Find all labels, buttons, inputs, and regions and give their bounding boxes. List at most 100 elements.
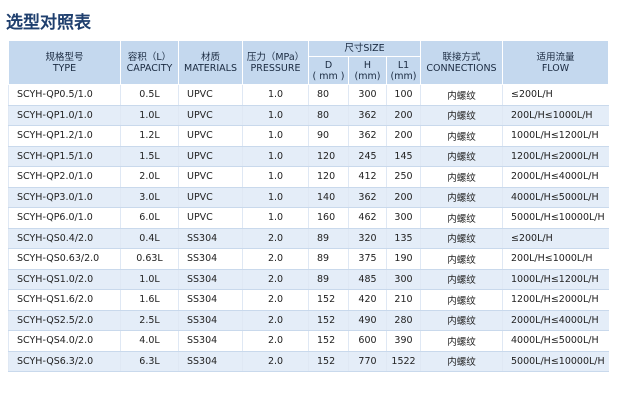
table-cell: UPVC bbox=[178, 187, 243, 208]
header-cell: 联接方式 CONNECTIONS bbox=[420, 40, 503, 85]
table-cell: 内螺纹 bbox=[420, 351, 503, 372]
table-cell: 0.63L bbox=[120, 248, 179, 270]
table-cell: 200 bbox=[386, 105, 421, 126]
table-cell: SCYH-QP0.5/1.0 bbox=[8, 84, 121, 106]
table-cell: 2.0 bbox=[242, 310, 309, 331]
table-cell: SCYH-QP1.0/1.0 bbox=[8, 105, 121, 126]
table-cell: SS304 bbox=[178, 228, 243, 249]
table-row: SCYH-QP1.5/1.0 1.5L UPVC 1.0 120 245 145 内螺纹 120… bbox=[8, 146, 609, 167]
table-cell: 内螺纹 bbox=[420, 248, 503, 270]
table-cell: 2.0 bbox=[242, 248, 309, 270]
header-en: (mm) bbox=[390, 70, 417, 82]
table-cell: UPVC bbox=[178, 207, 243, 229]
table-row: SCYH-QS6.3/2.0 6.3L SS304 2.0 152 770 1522 内螺纹 5… bbox=[8, 351, 609, 372]
header-cn: H bbox=[363, 59, 372, 71]
table-cell: 内螺纹 bbox=[420, 330, 503, 352]
table-cell: SCYH-QS0.4/2.0 bbox=[8, 228, 121, 249]
table-cell: 375 bbox=[348, 248, 387, 270]
table-cell: 1200L/H≤2000L/H bbox=[502, 146, 609, 167]
table-cell: 462 bbox=[348, 207, 387, 229]
table-cell: 6.3L bbox=[120, 351, 179, 372]
table-cell: UPVC bbox=[178, 84, 243, 106]
table-row: SCYH-QS2.5/2.0 2.5L SS304 2.0 152 490 280 内螺纹 20… bbox=[8, 310, 609, 331]
table-cell: SCYH-QP1.5/1.0 bbox=[8, 146, 121, 167]
table-cell: 152 bbox=[308, 330, 349, 352]
table-cell: 200 bbox=[386, 125, 421, 147]
table-cell: ≤200L/H bbox=[502, 84, 609, 106]
table-cell: 1.0 bbox=[242, 146, 309, 167]
table-cell: 190 bbox=[386, 248, 421, 270]
table-cell: 1.0 bbox=[242, 207, 309, 229]
header-en: FLOW bbox=[541, 62, 570, 74]
header-cn: 适用流量 bbox=[536, 51, 575, 63]
spec-table: 规格型号 TYPE 容积（L） CAPACITY 材质 MATERIALS 压力（MP… bbox=[8, 40, 609, 372]
table-cell: SCYH-QP1.2/1.0 bbox=[8, 125, 121, 147]
table-cell: 770 bbox=[348, 351, 387, 372]
table-cell: SCYH-QS4.0/2.0 bbox=[8, 330, 121, 352]
table-cell: 1522 bbox=[386, 351, 421, 372]
header-en: (mm) bbox=[354, 70, 381, 82]
table-cell: 4.0L bbox=[120, 330, 179, 352]
table-cell: 2000L/H≤4000L/H bbox=[502, 166, 609, 188]
table-cell: SS304 bbox=[178, 289, 243, 311]
table-cell: SCYH-QP3.0/1.0 bbox=[8, 187, 121, 208]
header-cn: 压力（MPa） bbox=[246, 51, 305, 63]
table-cell: 140 bbox=[308, 187, 349, 208]
table-cell: 内螺纹 bbox=[420, 207, 503, 229]
header-en: MATERIALS bbox=[184, 62, 237, 74]
table-cell: 2.0 bbox=[242, 269, 309, 290]
table-cell: 135 bbox=[386, 228, 421, 249]
header-en: PRESSURE bbox=[250, 62, 301, 74]
table-row: SCYH-QP1.0/1.0 1.0L UPVC 1.0 80 362 200 内螺纹 200L… bbox=[8, 105, 609, 126]
table-cell: 390 bbox=[386, 330, 421, 352]
table-cell: 200 bbox=[386, 187, 421, 208]
table-cell: SCYH-QP6.0/1.0 bbox=[8, 207, 121, 229]
table-cell: 1.0L bbox=[120, 269, 179, 290]
table-cell: SCYH-QS1.0/2.0 bbox=[8, 269, 121, 290]
table-cell: 145 bbox=[386, 146, 421, 167]
table-cell: 4000L/H≤5000L/H bbox=[502, 330, 609, 352]
table-cell: 4000L/H≤5000L/H bbox=[502, 187, 609, 208]
table-cell: 120 bbox=[308, 166, 349, 188]
table-cell: 600 bbox=[348, 330, 387, 352]
table-cell: 内螺纹 bbox=[420, 105, 503, 126]
header-en: CONNECTIONS bbox=[426, 62, 497, 74]
table-cell: 160 bbox=[308, 207, 349, 229]
header-cell: H (mm) bbox=[348, 56, 387, 85]
table-cell: SCYH-QS6.3/2.0 bbox=[8, 351, 121, 372]
table-cell: 内螺纹 bbox=[420, 84, 503, 106]
table-row: SCYH-QP6.0/1.0 6.0L UPVC 1.0 160 462 300 内螺纹 500… bbox=[8, 207, 609, 229]
table-cell: 内螺纹 bbox=[420, 228, 503, 249]
table-cell: 1.0 bbox=[242, 84, 309, 106]
table-cell: 1.0 bbox=[242, 166, 309, 188]
table-cell: 内螺纹 bbox=[420, 166, 503, 188]
table-cell: UPVC bbox=[178, 105, 243, 126]
table-cell: 89 bbox=[308, 269, 349, 290]
table-cell: 2.0 bbox=[242, 228, 309, 249]
table-cell: 2.0 bbox=[242, 330, 309, 352]
table-cell: 90 bbox=[308, 125, 349, 147]
header-cell: D( mm ) bbox=[308, 56, 349, 85]
table-cell: 320 bbox=[348, 228, 387, 249]
table-cell: 412 bbox=[348, 166, 387, 188]
table-cell: SCYH-QP2.0/1.0 bbox=[8, 166, 121, 188]
table-cell: 5000L/H≤10000L/H bbox=[502, 207, 609, 229]
table-cell: 内螺纹 bbox=[420, 310, 503, 331]
header-en: CAPACITY bbox=[126, 62, 173, 74]
table-cell: 1200L/H≤2000L/H bbox=[502, 289, 609, 311]
table-cell: 300 bbox=[348, 84, 387, 106]
table-cell: 490 bbox=[348, 310, 387, 331]
table-cell: SS304 bbox=[178, 351, 243, 372]
table-cell: 2.5L bbox=[120, 310, 179, 331]
table-cell: 0.4L bbox=[120, 228, 179, 249]
table-cell: 89 bbox=[308, 228, 349, 249]
table-cell: 89 bbox=[308, 248, 349, 270]
table-cell: 1000L/H≤1200L/H bbox=[502, 125, 609, 147]
header-cn: L1 bbox=[397, 59, 410, 71]
table-cell: 152 bbox=[308, 310, 349, 331]
table-cell: 200L/H≤1000L/H bbox=[502, 248, 609, 270]
header-cell: L1 (mm) bbox=[386, 56, 421, 85]
table-cell: 120 bbox=[308, 146, 349, 167]
table-cell: 2000L/H≤4000L/H bbox=[502, 310, 609, 331]
